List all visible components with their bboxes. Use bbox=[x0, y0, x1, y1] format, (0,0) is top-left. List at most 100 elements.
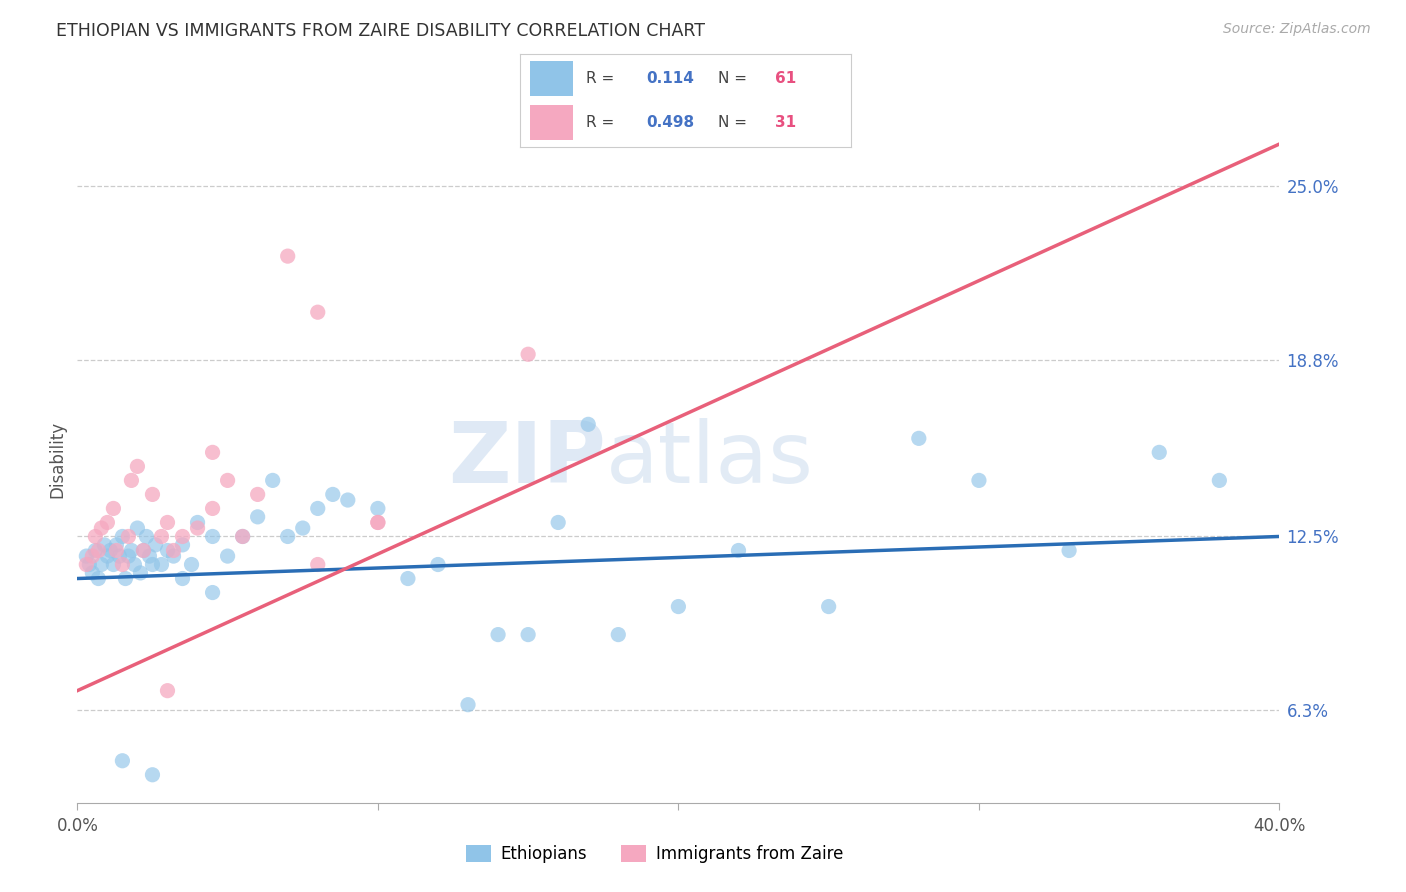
Point bbox=[307, 305, 329, 319]
Point bbox=[172, 538, 194, 552]
Point bbox=[79, 558, 101, 572]
Point bbox=[141, 768, 163, 782]
Point bbox=[172, 529, 194, 543]
Point bbox=[156, 683, 179, 698]
Point bbox=[75, 558, 97, 572]
Text: R =: R = bbox=[586, 115, 620, 130]
Point bbox=[291, 521, 314, 535]
Point bbox=[103, 558, 125, 572]
Text: 0.498: 0.498 bbox=[645, 115, 695, 130]
Point bbox=[517, 627, 540, 641]
Text: atlas: atlas bbox=[606, 417, 814, 501]
Text: 0.114: 0.114 bbox=[645, 70, 693, 86]
Point bbox=[127, 521, 149, 535]
Point bbox=[262, 474, 284, 488]
Point bbox=[217, 549, 239, 563]
Point bbox=[457, 698, 479, 712]
Point bbox=[180, 558, 202, 572]
Point bbox=[90, 558, 112, 572]
Point bbox=[187, 516, 209, 530]
FancyBboxPatch shape bbox=[530, 105, 574, 140]
Point bbox=[111, 754, 134, 768]
Point bbox=[367, 501, 389, 516]
Y-axis label: Disability: Disability bbox=[48, 421, 66, 498]
Point bbox=[277, 529, 299, 543]
Point bbox=[90, 521, 112, 535]
Point bbox=[201, 585, 224, 599]
Text: N =: N = bbox=[718, 70, 752, 86]
Text: N =: N = bbox=[718, 115, 752, 130]
Text: R =: R = bbox=[586, 70, 620, 86]
Point bbox=[967, 474, 990, 488]
Point bbox=[908, 431, 931, 445]
Point bbox=[105, 543, 128, 558]
Point bbox=[246, 487, 269, 501]
Point bbox=[217, 474, 239, 488]
Point bbox=[162, 543, 184, 558]
Point bbox=[277, 249, 299, 263]
Text: Source: ZipAtlas.com: Source: ZipAtlas.com bbox=[1223, 22, 1371, 37]
Point bbox=[103, 501, 125, 516]
Point bbox=[1208, 474, 1230, 488]
Point bbox=[120, 543, 142, 558]
Point bbox=[201, 445, 224, 459]
Point bbox=[576, 417, 599, 432]
Point bbox=[396, 572, 419, 586]
Point bbox=[727, 543, 749, 558]
Point bbox=[127, 459, 149, 474]
Point bbox=[84, 529, 107, 543]
Point bbox=[307, 558, 329, 572]
Point bbox=[607, 627, 630, 641]
Text: 61: 61 bbox=[775, 70, 796, 86]
Point bbox=[172, 572, 194, 586]
Text: 31: 31 bbox=[775, 115, 796, 130]
Point bbox=[486, 627, 509, 641]
Point bbox=[232, 529, 254, 543]
Point bbox=[135, 529, 157, 543]
Text: ZIP: ZIP bbox=[449, 417, 606, 501]
FancyBboxPatch shape bbox=[530, 61, 574, 95]
Point bbox=[145, 538, 167, 552]
Point bbox=[367, 516, 389, 530]
Point bbox=[82, 566, 104, 580]
Point bbox=[84, 543, 107, 558]
Point bbox=[129, 566, 152, 580]
Point bbox=[108, 549, 131, 563]
Point bbox=[117, 549, 139, 563]
Point bbox=[307, 501, 329, 516]
Point bbox=[105, 538, 128, 552]
Point bbox=[162, 549, 184, 563]
Legend: Ethiopians, Immigrants from Zaire: Ethiopians, Immigrants from Zaire bbox=[458, 838, 849, 870]
Point bbox=[100, 543, 122, 558]
Point bbox=[87, 543, 110, 558]
Point bbox=[93, 538, 115, 552]
Point bbox=[201, 529, 224, 543]
Point bbox=[132, 543, 155, 558]
Point bbox=[75, 549, 97, 563]
Point bbox=[668, 599, 690, 614]
Point bbox=[124, 558, 146, 572]
Point bbox=[427, 558, 450, 572]
Point bbox=[120, 474, 142, 488]
Point bbox=[111, 529, 134, 543]
Point bbox=[322, 487, 344, 501]
Point bbox=[1149, 445, 1171, 459]
Point bbox=[156, 516, 179, 530]
Point bbox=[111, 558, 134, 572]
Point bbox=[1057, 543, 1080, 558]
Point bbox=[141, 487, 163, 501]
Point bbox=[138, 549, 160, 563]
Point bbox=[232, 529, 254, 543]
Point bbox=[201, 501, 224, 516]
Point bbox=[150, 529, 173, 543]
Point bbox=[817, 599, 839, 614]
Text: ETHIOPIAN VS IMMIGRANTS FROM ZAIRE DISABILITY CORRELATION CHART: ETHIOPIAN VS IMMIGRANTS FROM ZAIRE DISAB… bbox=[56, 22, 706, 40]
Point bbox=[150, 558, 173, 572]
Point bbox=[82, 549, 104, 563]
Point bbox=[117, 529, 139, 543]
Point bbox=[156, 543, 179, 558]
Point bbox=[141, 558, 163, 572]
Point bbox=[87, 572, 110, 586]
Point bbox=[336, 493, 359, 508]
Point bbox=[96, 549, 118, 563]
